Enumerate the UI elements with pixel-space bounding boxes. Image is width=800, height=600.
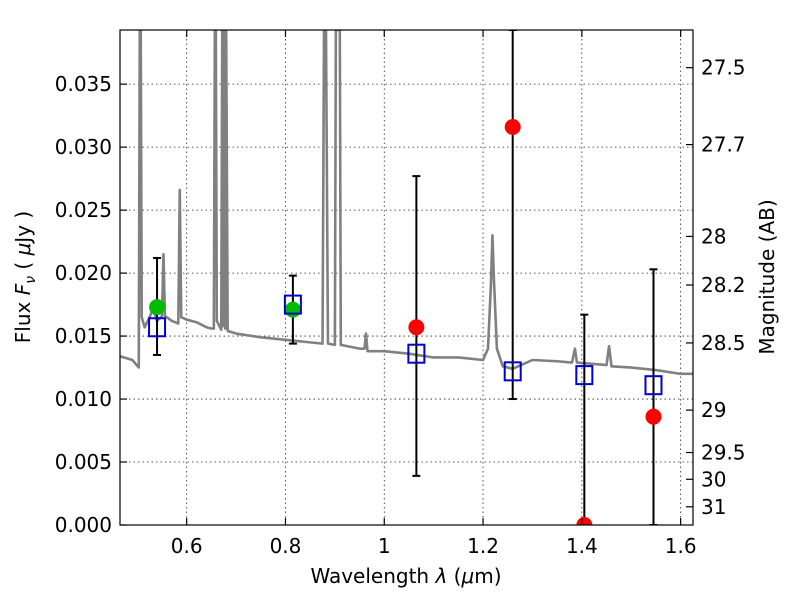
tick-layer: 0.6 0.8 1 1.2 1.4 1.6 0.000 0.005 0.010 0.015 0.02…: [55, 30, 746, 558]
x-tick-label: 1: [378, 534, 391, 558]
model-photometry-point: [283, 294, 302, 315]
observed-measurements-point: [576, 517, 593, 525]
y-tick-label: 0.035: [55, 72, 112, 96]
y2-tick-label: 29: [701, 398, 726, 422]
marker-layer: [148, 118, 663, 525]
error-bar-layer: [153, 30, 658, 525]
y2-tick-label: 28.2: [701, 273, 746, 297]
y2-axis-label: Magnitude (AB): [755, 199, 779, 354]
observed-measurements-point: [408, 319, 425, 336]
y2-tick-label: 28.5: [701, 331, 746, 355]
y-tick-label: 0.025: [55, 198, 112, 222]
model-photometry-point: [148, 317, 167, 338]
model-photometry-point: [644, 375, 663, 396]
y-tick-label: 0.020: [55, 261, 112, 285]
y-tick-label: 0.005: [55, 450, 112, 474]
y2-tick-label: 28: [701, 224, 726, 248]
model-photometry-point: [407, 343, 426, 364]
model-photometry-point: [575, 365, 594, 386]
y-tick-label: 0.015: [55, 324, 112, 348]
y2-tick-label: 30: [701, 467, 726, 491]
x-tick-label: 1.4: [566, 534, 598, 558]
y-tick-label: 0.000: [55, 513, 112, 537]
model-photometry-point: [503, 361, 522, 382]
observed-measurements-point: [645, 408, 662, 425]
y-tick-label: 0.030: [55, 135, 112, 159]
y-axis-label: Flux Fν ( μJy ): [11, 211, 39, 343]
y2-tick-label: 27.7: [701, 133, 746, 157]
x-tick-label: 1.6: [665, 534, 697, 558]
detected-measurements-point: [284, 301, 301, 318]
x-axis-label: Wavelength λ (μm): [310, 564, 501, 588]
observed-measurements-point: [504, 118, 521, 135]
y-tick-label: 0.010: [55, 387, 112, 411]
x-tick-label: 1.2: [467, 534, 499, 558]
y2-tick-label: 31: [701, 495, 726, 519]
y2-tick-label: 29.5: [701, 441, 746, 465]
x-tick-label: 0.6: [171, 534, 203, 558]
y2-tick-label: 27.5: [701, 56, 746, 80]
grid-layer: [120, 30, 693, 525]
spectrum-line: [120, 30, 693, 376]
detected-measurements-point: [149, 299, 166, 316]
spectrum-layer: [120, 30, 693, 376]
x-tick-label: 0.8: [270, 534, 302, 558]
plot-frame: [119, 29, 694, 526]
